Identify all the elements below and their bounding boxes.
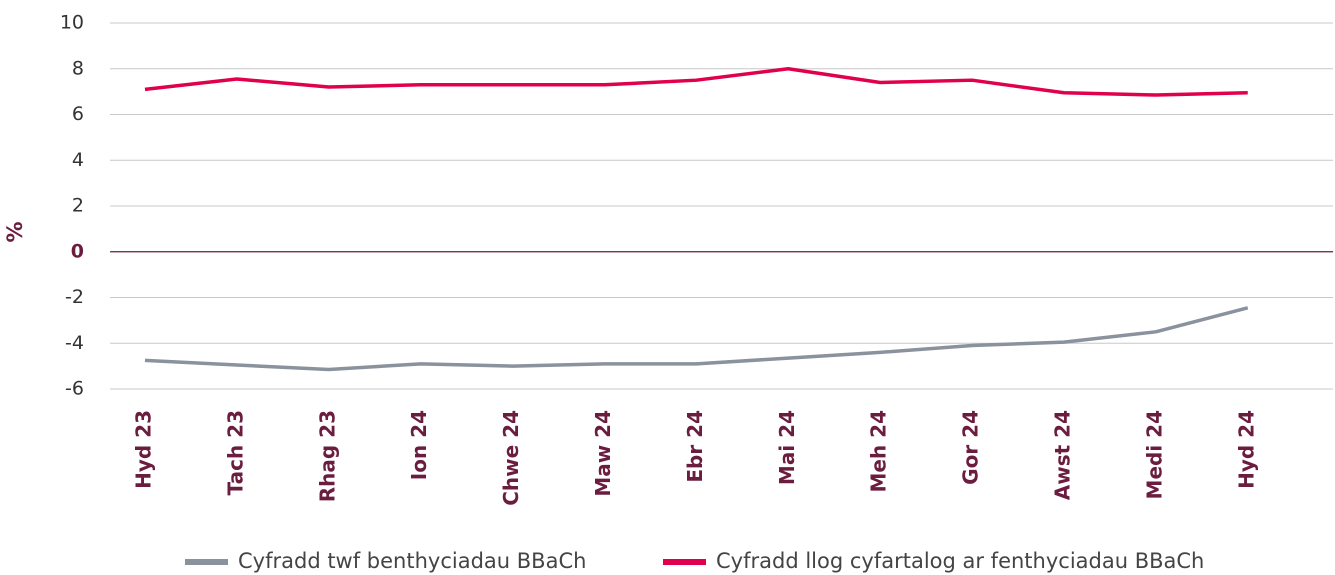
x-tick-label: Maw 24 [591, 410, 615, 497]
y-tick-label: 2 [72, 195, 84, 217]
series-line [144, 67, 1248, 97]
y-tick-label: -6 [65, 378, 84, 400]
y-tick-label: -2 [65, 286, 84, 308]
x-tick-label: Awst 24 [1050, 410, 1074, 500]
legend-swatch [663, 559, 706, 565]
legend-label: Cyfradd llog cyfartalog ar fenthyciadau … [716, 549, 1204, 573]
y-tick-label: -4 [65, 332, 84, 354]
x-tick-label: Ion 24 [407, 410, 431, 480]
x-tick-label: Rhag 23 [315, 410, 339, 502]
legend-label: Cyfradd twf benthyciadau BBaCh [238, 549, 586, 573]
y-tick-label: 4 [72, 149, 84, 171]
series-line [144, 306, 1249, 372]
x-tick-label: Hyd 23 [131, 410, 155, 489]
x-tick-label: Meh 24 [867, 410, 891, 493]
x-tick-label: Chwe 24 [499, 410, 523, 506]
x-tick-label: Medi 24 [1142, 410, 1166, 499]
x-tick-label: Tach 23 [223, 410, 247, 495]
y-tick-label: 0 [71, 240, 84, 262]
y-tick-label: 8 [72, 57, 84, 79]
legend-swatch [185, 559, 228, 565]
y-tick-label: 10 [60, 12, 84, 34]
x-tick-label: Hyd 24 [1234, 410, 1258, 489]
x-tick-label: Gor 24 [959, 410, 983, 485]
y-tick-label: 6 [72, 103, 84, 125]
y-axis-label: % [3, 221, 27, 242]
x-tick-label: Ebr 24 [683, 410, 707, 483]
x-tick-label: Mai 24 [775, 410, 799, 485]
